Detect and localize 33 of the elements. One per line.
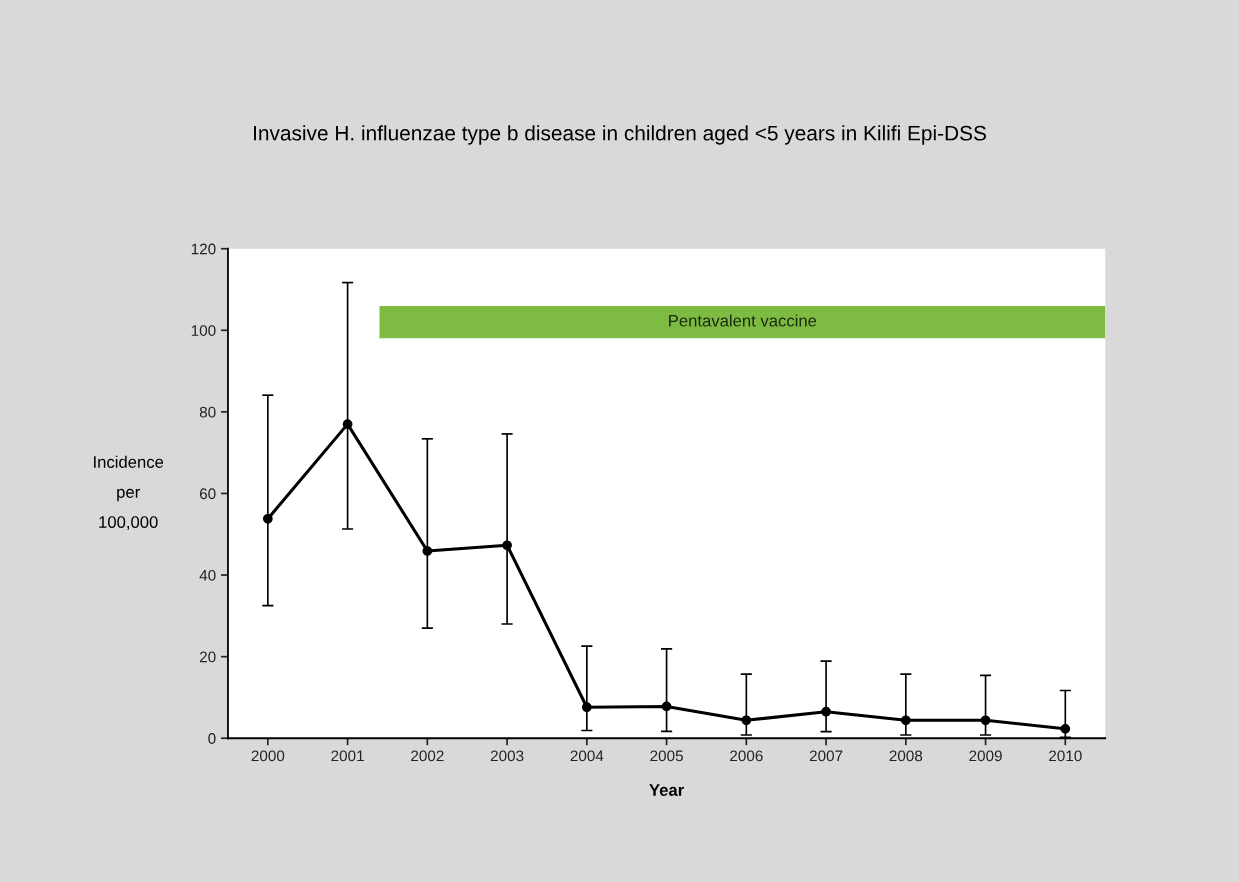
point — [342, 419, 353, 429]
x-tick-label: 2009 — [969, 750, 1002, 762]
y-tick-label: 0 — [208, 733, 216, 744]
point — [741, 715, 752, 726]
x-tick-label: 2006 — [730, 750, 763, 762]
x-tick-label: 2002 — [411, 750, 444, 762]
y-tick-label: 80 — [199, 406, 216, 418]
x-tick-label: 2000 — [251, 750, 285, 762]
x-tick-label: 2007 — [809, 750, 843, 762]
x-tick-label: 2008 — [889, 750, 923, 762]
y-tick-label: 20 — [199, 651, 216, 663]
point — [502, 540, 512, 551]
y-tick-label: 60 — [199, 488, 216, 500]
x-axis-title: Year — [649, 784, 684, 796]
x-tick-label: 2004 — [570, 750, 604, 762]
y-tick-label: 120 — [191, 243, 216, 255]
y-tick-label: 40 — [199, 569, 216, 581]
chart-title: Invasive H. influenzae type b disease in children aged <5 years in Kilifi Epi-DSS — [254, 125, 986, 145]
text: Incidence per 100,000 — [94, 455, 164, 530]
x-tick-label: 2005 — [650, 750, 683, 762]
point — [581, 702, 592, 713]
point — [821, 706, 831, 717]
x-tick-label: 2001 — [331, 750, 364, 762]
point — [900, 715, 911, 726]
point — [980, 715, 991, 726]
band-label: Pentavalent vaccine — [669, 314, 817, 327]
x-tick-label: 2003 — [490, 750, 524, 762]
point — [422, 546, 433, 556]
point — [661, 701, 672, 712]
y-tick-label: 100 — [191, 325, 216, 336]
x-tick-label: 2010 — [1049, 750, 1082, 762]
point — [1060, 723, 1071, 734]
point — [262, 513, 273, 524]
